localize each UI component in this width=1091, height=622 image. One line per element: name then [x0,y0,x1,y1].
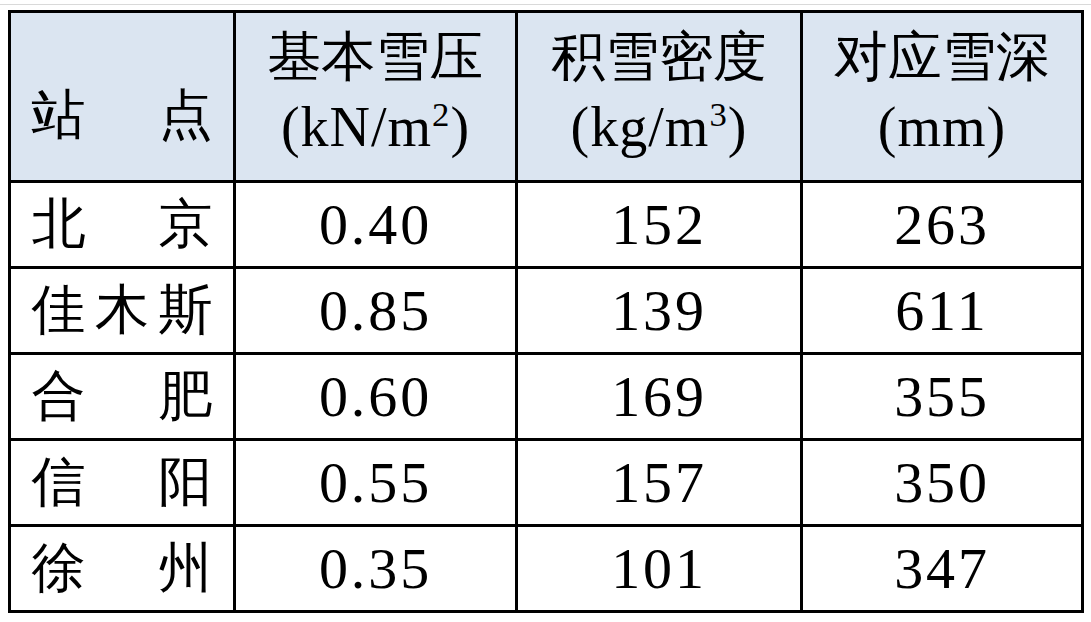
column-header-snow-depth: 对应雪深 (mm) [802,12,1083,182]
snow-depth-cell: 355 [802,354,1083,440]
station-name-cell: 北京 [10,182,235,268]
station-name: 信阳 [32,446,213,519]
snow-pressure-cell: 0.60 [235,354,517,440]
column-unit: (kN/m2) [236,91,515,171]
station-name-cell: 徐州 [10,526,235,612]
column-title: 基本雪压 [236,23,515,91]
column-unit: (kg/m3) [518,91,800,171]
snow-pressure-cell: 0.85 [235,268,517,354]
station-name: 徐州 [32,532,213,605]
table-row-jiamusi: 佳木斯 0.85 139 611 [10,268,1083,354]
station-name: 佳木斯 [32,274,213,347]
snow-density-cell: 152 [517,182,802,268]
snow-pressure-cell: 0.40 [235,182,517,268]
column-header-station-label: 站点 [32,79,213,152]
snow-depth-cell: 263 [802,182,1083,268]
unit-superscript: 3 [709,95,727,134]
table-row-hefei: 合肥 0.60 169 355 [10,354,1083,440]
page: 站点 基本雪压 (kN/m2) 积雪密度 (kg/m3) 对应雪深 (mm) [0,0,1091,622]
column-unit: (mm) [803,91,1081,171]
snow-density-cell: 157 [517,440,802,526]
column-header-station: 站点 [10,12,235,182]
snow-pressure-cell: 0.35 [235,526,517,612]
unit-text: (kN/m [281,96,432,158]
station-name: 合肥 [32,360,213,433]
unit-close: ) [728,96,748,158]
station-name-cell: 合肥 [10,354,235,440]
snow-depth-cell: 347 [802,526,1083,612]
snow-depth-cell: 611 [802,268,1083,354]
column-header-snow-pressure: 基本雪压 (kN/m2) [235,12,517,182]
unit-close: ) [450,96,470,158]
station-name-cell: 信阳 [10,440,235,526]
unit-text: (mm) [878,96,1006,158]
unit-text: (kg/m [571,96,710,158]
snow-load-table: 站点 基本雪压 (kN/m2) 积雪密度 (kg/m3) 对应雪深 (mm) [8,10,1084,613]
station-name: 北京 [32,188,213,261]
scan-artifact-line [0,4,1091,5]
column-header-snow-density: 积雪密度 (kg/m3) [517,12,802,182]
snow-density-cell: 101 [517,526,802,612]
snow-depth-cell: 350 [802,440,1083,526]
station-name-cell: 佳木斯 [10,268,235,354]
column-title: 对应雪深 [803,23,1081,91]
snow-pressure-cell: 0.55 [235,440,517,526]
header-row: 站点 基本雪压 (kN/m2) 积雪密度 (kg/m3) 对应雪深 (mm) [10,12,1083,182]
snow-density-cell: 169 [517,354,802,440]
table-row-xuzhou: 徐州 0.35 101 347 [10,526,1083,612]
column-title: 积雪密度 [518,23,800,91]
unit-superscript: 2 [432,95,450,134]
snow-density-cell: 139 [517,268,802,354]
table-row-beijing: 北京 0.40 152 263 [10,182,1083,268]
table-row-xinyang: 信阳 0.55 157 350 [10,440,1083,526]
